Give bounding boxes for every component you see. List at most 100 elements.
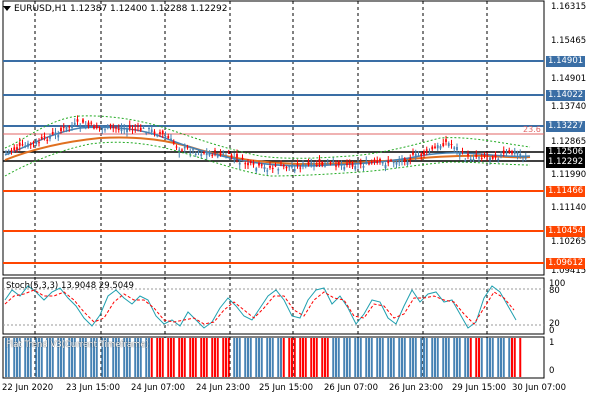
candle-body — [516, 152, 519, 155]
price-axis-label: 1.09415 — [551, 266, 587, 276]
flat-trend-bar — [321, 338, 324, 377]
chart-title: EURUSD,H1 1.12387 1.12400 1.12288 1.1229… — [3, 4, 227, 14]
candle-body — [472, 159, 475, 161]
flat-trend-bar — [227, 338, 230, 377]
flat-trend-bar — [516, 338, 519, 377]
flat-trend-bar — [219, 338, 222, 377]
flat-trend-bar — [241, 338, 244, 377]
flat-trend-bar — [354, 338, 357, 377]
flat-trend-bar — [381, 338, 384, 377]
flat-trend-bar — [57, 338, 60, 377]
candle-body — [269, 166, 271, 168]
flat-trend-bar — [5, 338, 7, 377]
flat-trend-bar — [161, 338, 164, 377]
flat-trend-bar — [211, 338, 214, 377]
flat-trend-bar — [447, 338, 450, 377]
flat-trend-bar — [172, 338, 175, 377]
candle-body — [7, 150, 10, 152]
flat-trend-bar — [18, 338, 21, 377]
candle-body — [16, 147, 18, 150]
flat-trend-bar — [60, 338, 62, 377]
candle-body — [194, 153, 197, 155]
chevron-down-icon[interactable] — [3, 6, 11, 11]
candle-body — [423, 151, 425, 155]
flat-trend-bar — [475, 338, 478, 377]
candle-body — [172, 141, 175, 144]
candle-body — [258, 162, 260, 166]
candle-body — [134, 128, 137, 130]
flat-trend-bar — [436, 338, 439, 377]
flat-trend-bar — [203, 338, 205, 377]
flat-trend-bar — [412, 338, 414, 377]
flat-trend-axis-label: 1 — [549, 338, 555, 348]
flat-trend-bar — [104, 338, 106, 377]
candle-body — [189, 152, 192, 154]
candle-body — [40, 136, 43, 139]
time-axis-label: 24 Jun 07:00 — [131, 383, 185, 393]
time-axis-label: 26 Jun 23:00 — [389, 383, 443, 393]
candle-body — [513, 150, 516, 154]
flat-trend-bar — [260, 338, 263, 377]
candle-body — [24, 145, 27, 147]
flat-trend-bar — [32, 338, 35, 377]
flat-trend-bar — [123, 338, 126, 377]
flat-trend-bar — [271, 338, 274, 377]
flat-trend-bar — [277, 338, 280, 377]
flat-trend-bar — [453, 338, 456, 377]
candle-body — [280, 164, 282, 166]
candle-body — [186, 147, 189, 149]
candle-body — [79, 125, 82, 128]
candle-body — [255, 168, 258, 172]
candle-body — [315, 164, 318, 166]
candle-body — [260, 164, 263, 166]
candle-body — [57, 134, 60, 138]
flat-trend-bar — [357, 338, 359, 377]
candle-body — [313, 163, 315, 167]
flat-trend-bar — [390, 338, 392, 377]
candle-body — [216, 156, 219, 158]
candle-body — [49, 136, 51, 139]
candlesticks — [5, 115, 527, 176]
price-tag-support: 1.11466 — [546, 186, 586, 197]
candle-body — [392, 162, 395, 164]
flat-trend-bar — [247, 338, 249, 377]
flat-trend-bar — [115, 338, 117, 377]
candle-body — [60, 127, 62, 132]
flat-trend-bar — [87, 338, 90, 377]
flat-trend-bar — [101, 338, 104, 377]
candle-body — [381, 162, 384, 164]
flat-trend-bar — [40, 338, 43, 377]
candle-body — [450, 144, 453, 146]
flat-trend-bar — [137, 338, 139, 377]
candle-body — [453, 147, 456, 149]
flat-trend-bar — [414, 338, 417, 377]
flat-trend-bar — [71, 338, 73, 377]
flat-trend-bar — [266, 338, 269, 377]
flat-trend-bar — [365, 338, 368, 377]
flat-trend-bar — [420, 338, 423, 377]
flat-trend-bar — [483, 338, 486, 377]
candle-body — [406, 161, 409, 165]
candle-body — [337, 161, 340, 166]
flat-trend-bar — [376, 338, 379, 377]
flat-trend-bar — [497, 338, 500, 377]
candle-body — [181, 149, 183, 151]
flat-trend-bar — [326, 338, 329, 377]
flat-trend-bar — [156, 338, 159, 377]
flat-trend-bar — [434, 338, 436, 377]
time-axis-label: 22 Jun 2020 — [2, 383, 54, 393]
candle-body — [115, 127, 117, 129]
candle-body — [13, 147, 16, 151]
candle-body — [480, 157, 483, 159]
flat-trend-bar — [35, 338, 38, 377]
candle-body — [442, 143, 445, 147]
candle-body — [21, 144, 24, 146]
candle-body — [142, 127, 145, 129]
price-tag-support: 1.09612 — [546, 258, 586, 269]
flat-trend-bar — [392, 338, 395, 377]
candle-body — [249, 161, 252, 164]
flat-trend-bar — [170, 338, 172, 377]
candle-body — [84, 125, 87, 128]
